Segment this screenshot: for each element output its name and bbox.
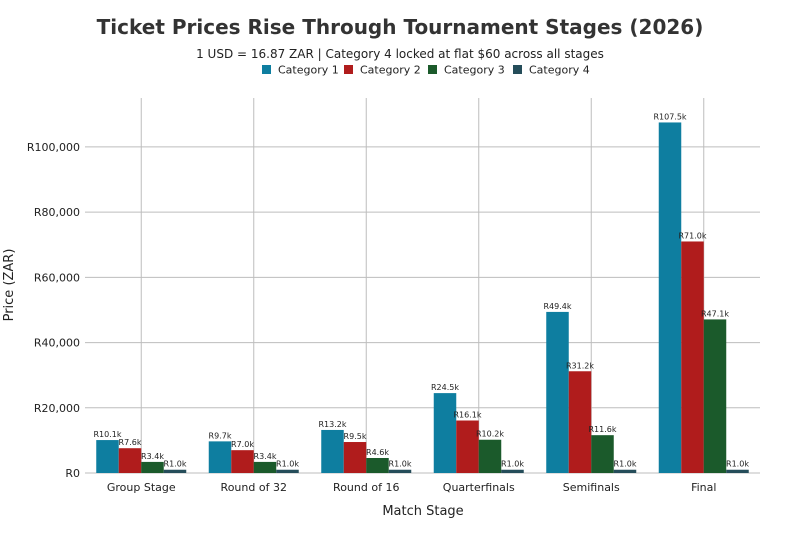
bar (591, 435, 614, 473)
legend-swatch (428, 65, 437, 74)
bar-data-label: R3.4k (141, 452, 164, 461)
bar (568, 371, 592, 473)
bar (613, 469, 637, 473)
bar-data-label: R11.6k (588, 425, 616, 434)
bar (681, 241, 704, 473)
y-axis-ticks: R0 R20,000 R40,000 R60,000 R80,000 R100,000 (27, 141, 80, 480)
bar-data-label: R7.0k (231, 440, 254, 449)
y-tick-label: R80,000 (34, 206, 80, 219)
x-tick-label: Final (691, 481, 716, 494)
legend-swatch (262, 65, 271, 74)
bar-data-label: R4.6k (366, 448, 389, 457)
bar-data-label: R1.0k (164, 460, 187, 469)
grid-lines (85, 98, 760, 474)
bar-labels: R10.1k R9.7k R13.2k R24.5k R49.4k R107.5k R7.6… (93, 112, 749, 468)
bar-data-label: R9.7k (209, 431, 232, 440)
bar-data-label: R16.1k (453, 411, 481, 420)
bar (388, 469, 412, 473)
bar-data-label: R31.2k (566, 361, 594, 370)
bar (703, 319, 727, 473)
y-tick-label: R0 (65, 467, 80, 480)
y-tick-label: R60,000 (34, 271, 80, 284)
bar (456, 420, 479, 473)
bar (208, 441, 232, 473)
legend: Category 1 Category 2 Category 3 Category 4 (262, 64, 590, 77)
bar (141, 461, 164, 473)
legend-entry: Category 3 (444, 64, 505, 77)
bars (96, 122, 749, 474)
bar-data-label: R9.5k (344, 432, 367, 441)
bar (478, 439, 502, 473)
legend-entry: Category 4 (529, 64, 590, 77)
x-tick-label: Group Stage (107, 481, 176, 494)
y-axis-label: Price (ZAR) (2, 249, 17, 322)
bar (343, 442, 367, 473)
bar-data-label: R1.0k (276, 460, 299, 469)
bar-data-label: R71.0k (678, 231, 706, 240)
bar-data-label: R1.0k (389, 460, 412, 469)
x-axis-label: Match Stage (382, 504, 463, 519)
chart-title: Ticket Prices Rise Through Tournament St… (97, 15, 704, 39)
x-tick-label: Round of 32 (221, 481, 287, 494)
bar-data-label: R1.0k (726, 460, 749, 469)
chart-subtitle: 1 USD = 16.87 ZAR | Category 4 locked at… (196, 47, 604, 61)
bar (276, 469, 299, 473)
bar (96, 440, 119, 473)
bar (253, 461, 277, 473)
legend-swatch (344, 65, 353, 74)
bar-data-label: R10.1k (93, 430, 121, 439)
bar (726, 469, 749, 473)
y-tick-label: R40,000 (34, 337, 80, 350)
bar (321, 429, 344, 473)
x-tick-label: Round of 16 (333, 481, 399, 494)
bar-data-label: R107.5k (653, 112, 686, 121)
bar-data-label: R47.1k (701, 309, 729, 318)
bar (231, 450, 254, 473)
bar (501, 469, 524, 473)
bar (366, 458, 389, 473)
bar-data-label: R13.2k (318, 420, 346, 429)
x-tick-label: Semifinals (563, 481, 620, 494)
bar (433, 393, 457, 473)
bar-data-label: R49.4k (543, 302, 571, 311)
x-tick-label: Quarterfinals (443, 481, 515, 494)
bar-data-label: R7.6k (119, 438, 142, 447)
y-tick-label: R100,000 (27, 141, 80, 154)
legend-entry: Category 1 (278, 64, 339, 77)
bar-data-label: R1.0k (501, 460, 524, 469)
bar (118, 448, 142, 473)
legend-entry: Category 2 (360, 64, 421, 77)
bar-data-label: R3.4k (254, 452, 277, 461)
x-axis-ticks: Group Stage Round of 32 Round of 16 Quarter… (107, 481, 717, 494)
bar (658, 122, 682, 474)
y-tick-label: R20,000 (34, 402, 80, 415)
bar-data-label: R10.2k (476, 430, 504, 439)
bar-data-label: R24.5k (431, 383, 459, 392)
bar (163, 469, 187, 473)
bar-data-label: R1.0k (614, 460, 637, 469)
bar (546, 311, 569, 473)
legend-swatch (513, 65, 522, 74)
